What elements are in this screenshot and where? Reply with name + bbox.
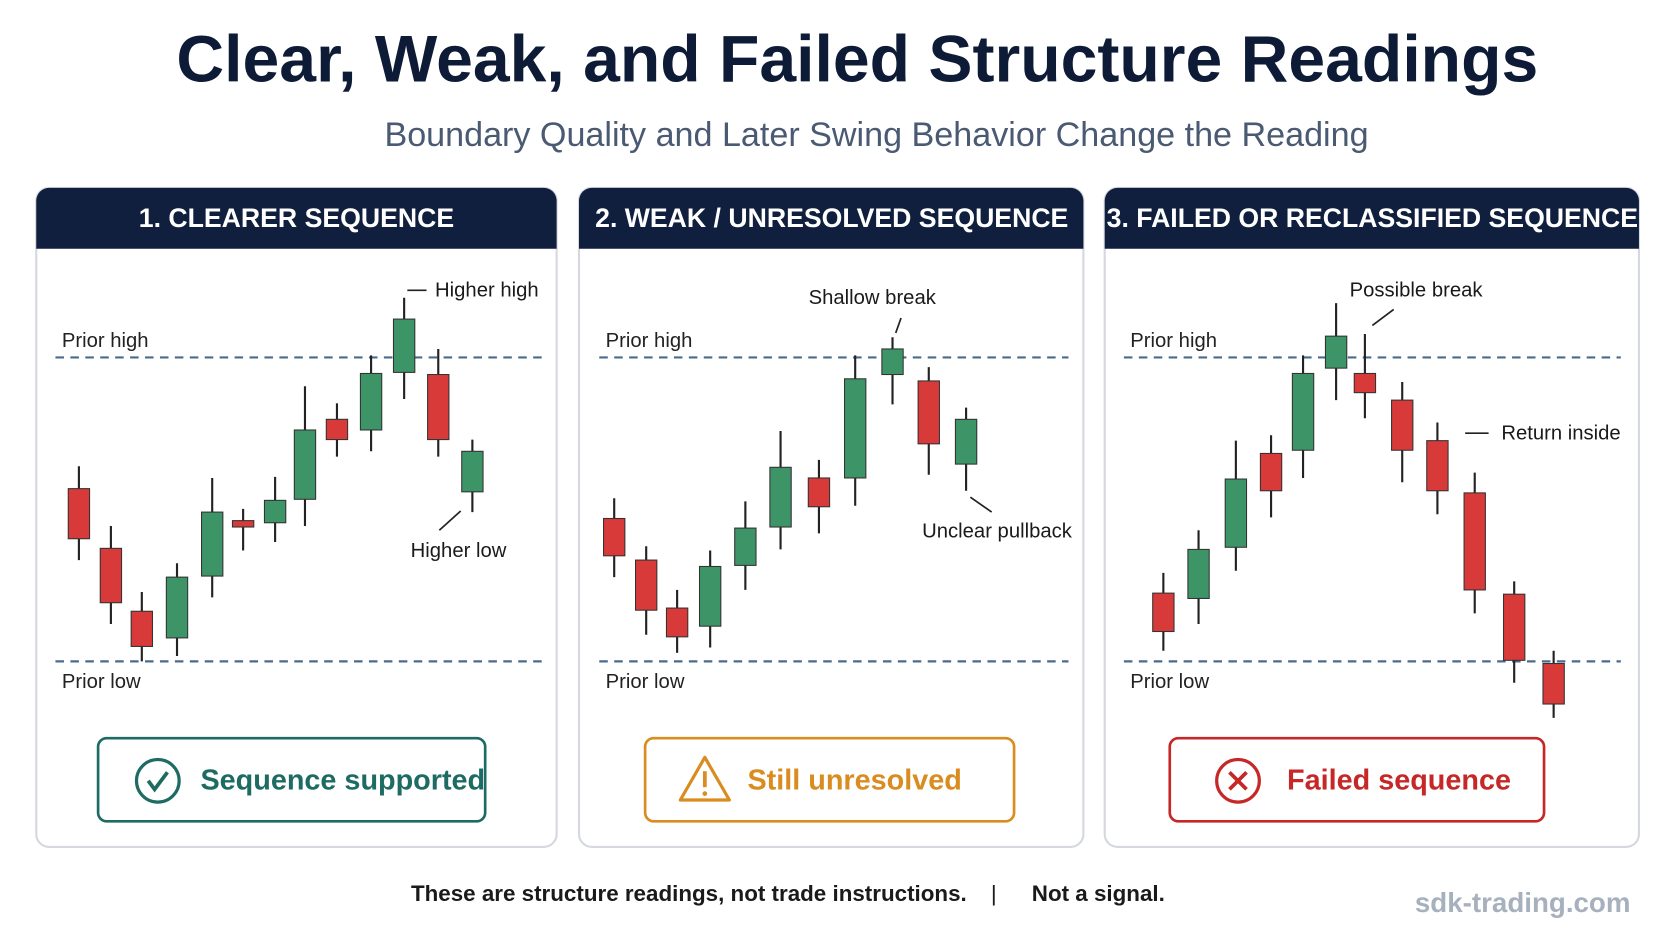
candle-body [1463, 492, 1486, 591]
prior-high-label: Prior high [62, 330, 149, 352]
status-text: Failed sequence [1287, 764, 1511, 796]
annotation: Possible break [1350, 280, 1484, 302]
candle-body [1391, 399, 1414, 451]
candle-body [293, 429, 317, 500]
footer-note: These are structure readings, not trade … [411, 881, 967, 906]
annotation-leader [438, 510, 462, 531]
panel-header [36, 187, 557, 249]
candle-body [807, 477, 831, 508]
candle-body [1187, 548, 1210, 599]
candle-body [1224, 478, 1248, 548]
candle-body [1353, 372, 1377, 394]
status-icon [678, 755, 731, 802]
candle-body [130, 610, 154, 647]
candle-body [1291, 372, 1315, 451]
status-icon [146, 771, 169, 793]
candle-body [634, 559, 658, 611]
annotation: Return inside [1501, 423, 1620, 445]
status-box [1168, 736, 1546, 823]
candle-body [1502, 593, 1526, 661]
prior-low-label: Prior low [1130, 671, 1209, 693]
candle-body [1324, 335, 1348, 369]
status-icon [1215, 757, 1261, 804]
panel-header [579, 187, 1084, 249]
status-icon [1228, 770, 1248, 791]
prior-high-label: Prior high [606, 330, 693, 352]
annotation-leader [1371, 308, 1395, 327]
candle-body [734, 527, 757, 566]
title: Clear, Weak, and Failed Structure Readin… [176, 23, 1538, 97]
candle-body [769, 466, 792, 528]
candle-body [603, 517, 626, 557]
status-text: Sequence supported [200, 764, 485, 796]
footer-disclaimer: Not a signal. [1032, 881, 1165, 906]
panel-heading: 3. FAILED OR RECLASSIFIED SEQUENCE [1107, 203, 1638, 233]
brand: sdk-trading.com [1415, 887, 1631, 918]
candle-body [325, 418, 349, 441]
candle-body [1259, 452, 1283, 492]
prior-low-label: Prior low [62, 671, 141, 693]
annotation-leader [969, 496, 993, 513]
candle-body [843, 378, 867, 479]
status-text: Still unresolved [747, 764, 961, 796]
subtitle: Boundary Quality and Later Swing Behavio… [384, 116, 1368, 154]
candle-body [461, 450, 484, 493]
candle-body [427, 373, 450, 441]
candle-body [99, 547, 123, 604]
candle-body [1426, 440, 1449, 492]
candle-body [698, 565, 722, 627]
panel-header [1104, 187, 1639, 249]
status-icon [134, 757, 181, 804]
prior-low-label: Prior low [606, 671, 685, 693]
panel-heading: 2. WEAK / UNRESOLVED SEQUENCE [595, 203, 1068, 233]
status-box [643, 736, 1016, 823]
annotation: Higher low [411, 540, 507, 562]
prior-high-label: Prior high [1130, 330, 1217, 352]
annotation-leader [894, 317, 902, 334]
candle-body [231, 520, 255, 528]
candle-body [917, 380, 940, 445]
candle-body [1542, 662, 1565, 705]
annotation: Higher high [435, 280, 539, 302]
annotation: Unclear pullback [922, 521, 1073, 543]
status-icon [702, 791, 708, 796]
candle-body [954, 418, 978, 465]
candle-body [359, 372, 383, 431]
footer-separator: | [991, 881, 997, 906]
status-box [96, 736, 487, 823]
candle-body [1152, 592, 1175, 633]
candle-body [881, 348, 904, 376]
annotation: Shallow break [809, 287, 937, 309]
candle-body [165, 576, 189, 639]
candle-body [263, 499, 287, 524]
panel-heading: 1. CLEARER SEQUENCE [139, 203, 454, 233]
candle-body [201, 511, 224, 577]
candle-body [392, 318, 416, 373]
candle-body [665, 607, 689, 638]
candle-body [67, 488, 91, 540]
